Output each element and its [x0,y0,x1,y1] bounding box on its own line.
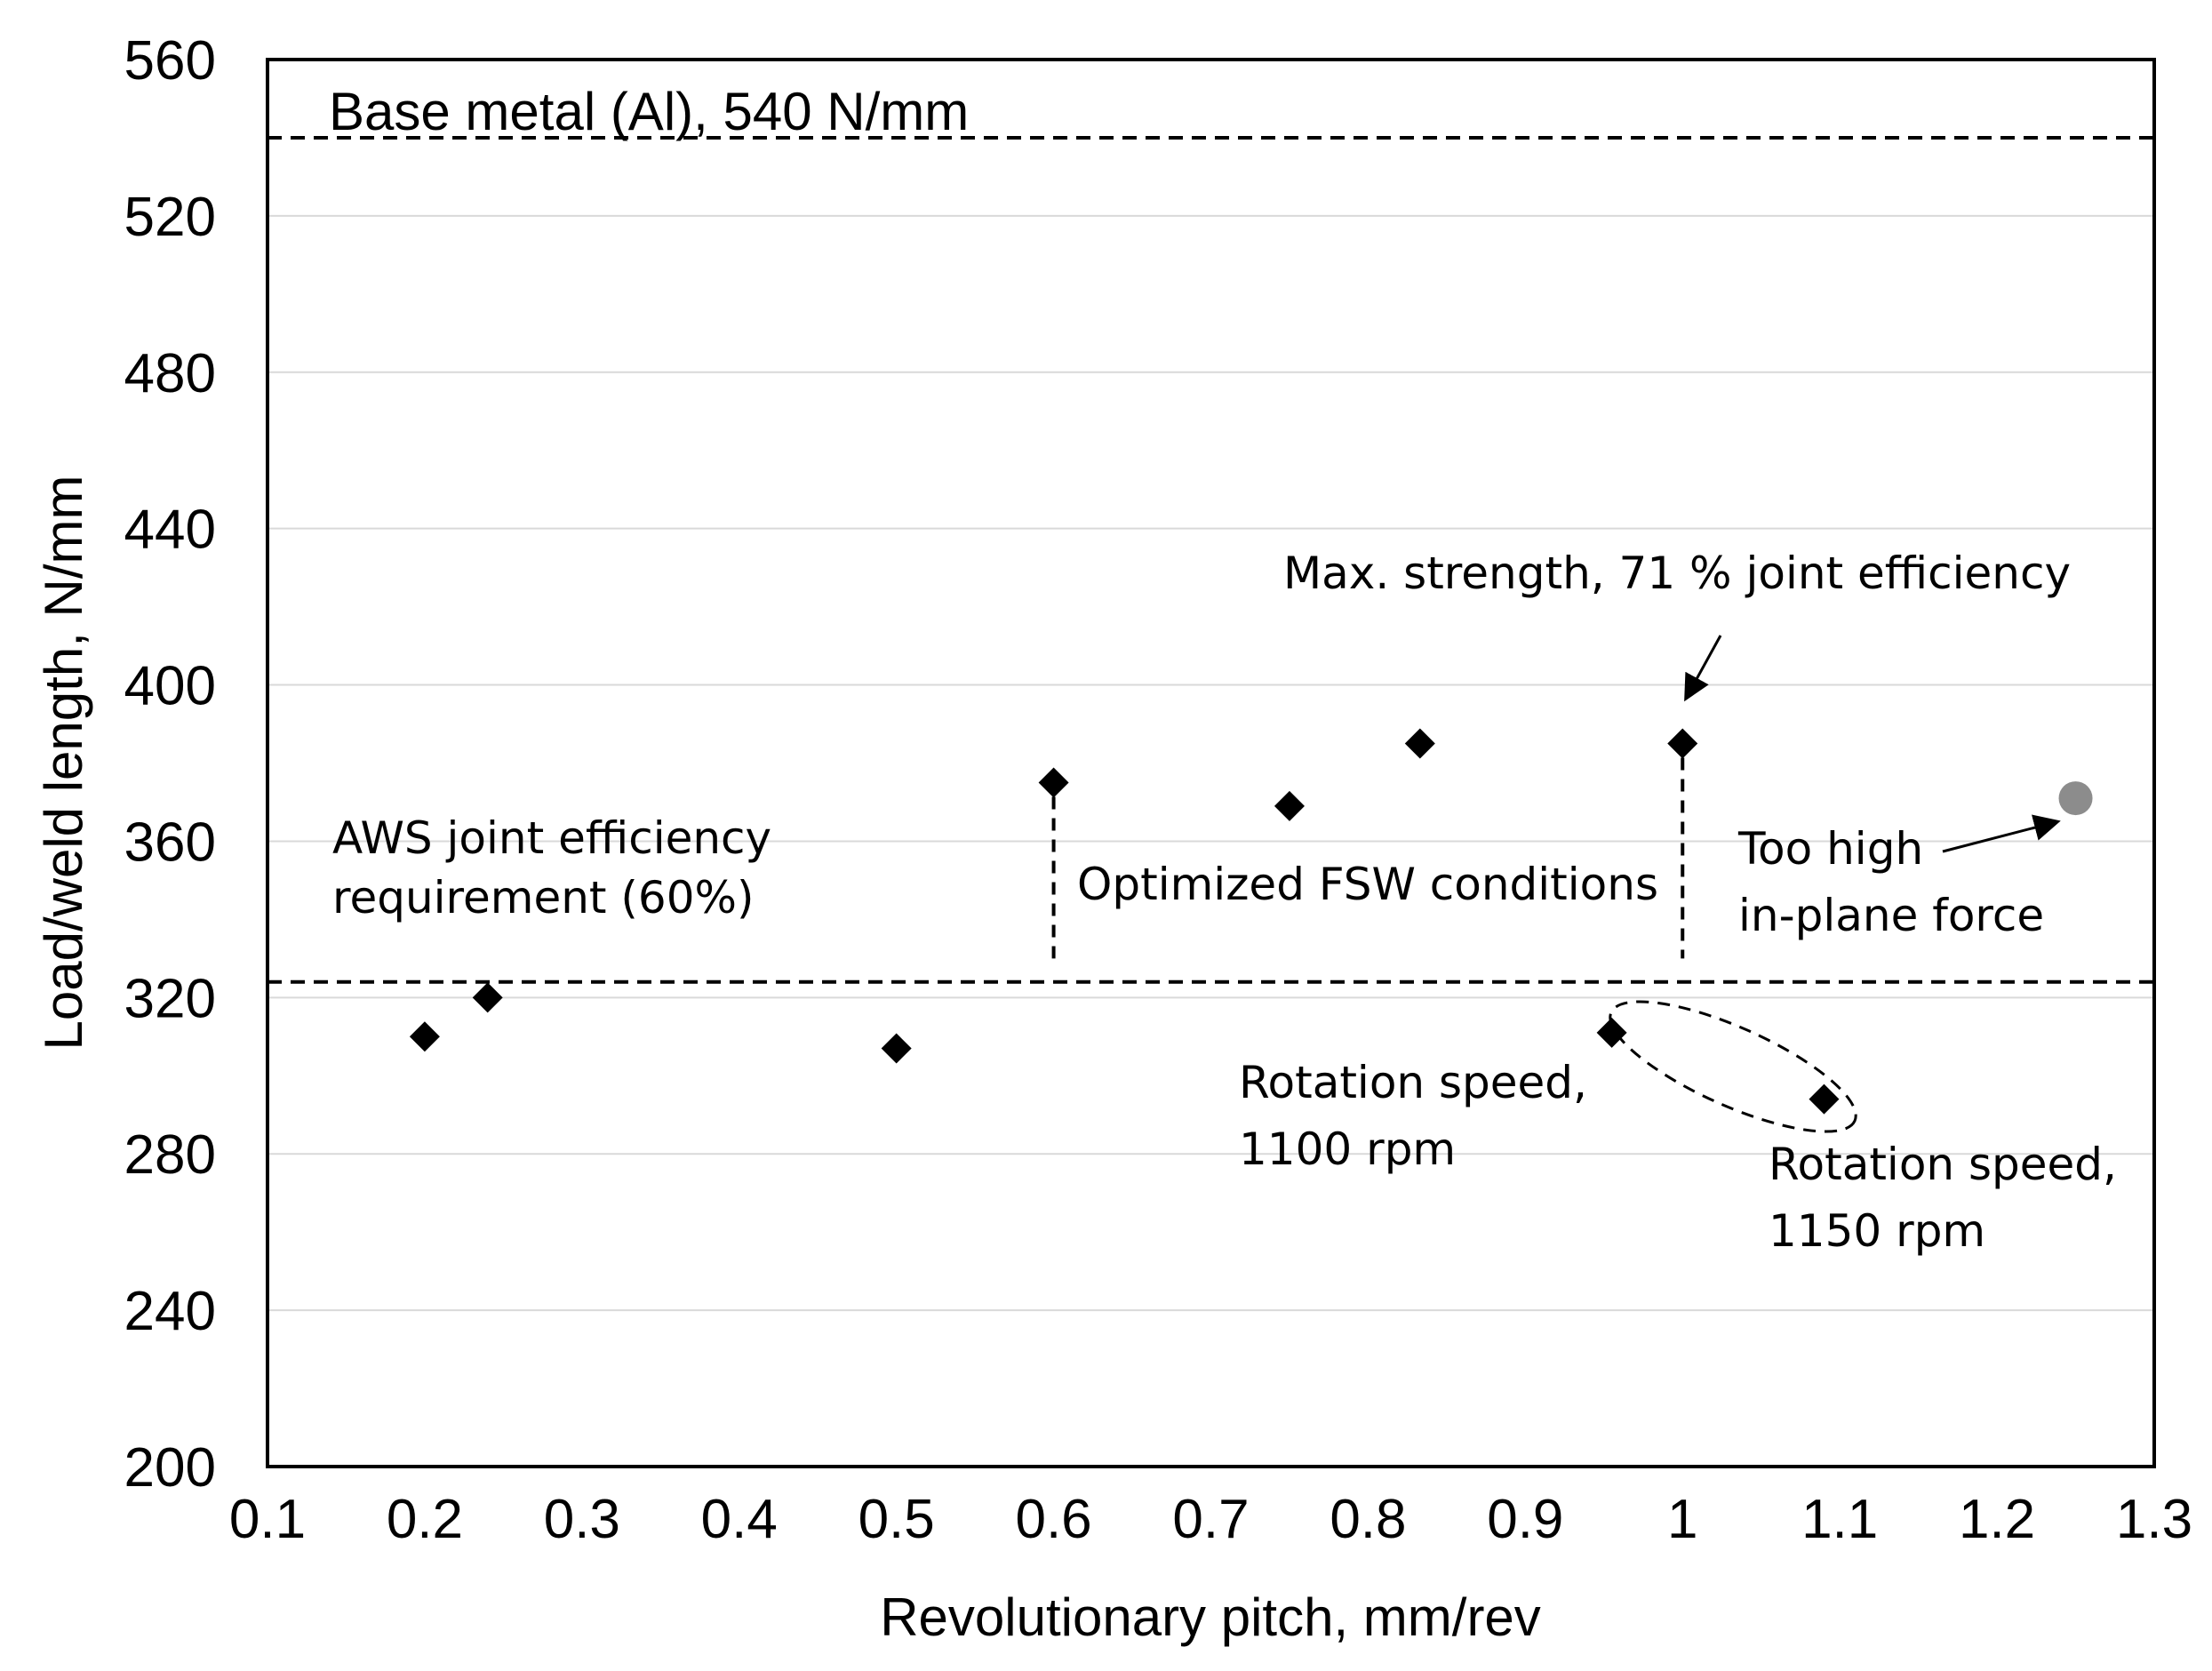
y-tick-label: 440 [124,500,216,561]
data-point-diamond [1667,728,1698,759]
data-point-circle [2058,781,2093,816]
rot1150-label-line1: Rotation speed, [1769,1139,2117,1190]
y-tick-label: 480 [124,343,216,404]
x-tick-label: 0.7 [1172,1489,1249,1550]
aws-label-line1: AWS joint efficiency [332,812,771,864]
y-tick-label: 320 [124,968,216,1029]
reference-lines [268,135,2154,984]
too-high-label-line2: in-plane force [1738,890,2044,941]
rot1150-label-line2: 1150 rpm [1769,1205,1985,1257]
max-strength-arrow [1684,635,1722,702]
y-tick-label: 520 [124,187,216,248]
drop-lines [1051,757,1685,959]
y-tick-label: 280 [124,1124,216,1186]
too-high-arrow [1942,814,2061,853]
x-tick-label: 0.2 [387,1489,463,1550]
x-tick-label: 0.4 [701,1489,778,1550]
y-tick-labels: 200 240 280 320 360 400 440 480 520 560 [124,30,216,1499]
x-tick-labels: 0.1 0.2 0.3 0.4 0.5 0.6 0.7 0.8 0.9 1 1.1 1.2 1.3 [229,1489,2192,1550]
y-tick-label: 400 [124,656,216,717]
x-tick-label: 0.6 [1015,1489,1091,1550]
data-points [409,728,2093,1115]
x-tick-label: 1 [1667,1489,1697,1550]
x-tick-label: 0.8 [1330,1489,1406,1550]
data-point-diamond [881,1033,912,1064]
y-tick-label: 360 [124,812,216,873]
y-axis-title: Load/weld length, N/mm [34,476,93,1051]
rot1100-label-line2: 1100 rpm [1239,1123,1456,1175]
x-axis-title: Revolutionary pitch, mm/rev [880,1587,1541,1647]
y-tick-label: 560 [124,30,216,92]
rot1100-label-line1: Rotation speed, [1239,1057,1587,1108]
data-point-diamond [1038,767,1069,798]
data-point-diamond [409,1021,440,1052]
y-tick-label: 200 [124,1437,216,1499]
x-tick-label: 0.9 [1487,1489,1563,1550]
base-metal-label: Base metal (Al), 540 N/mm [329,82,969,141]
data-point-diamond [1274,790,1305,821]
x-tick-label: 1.2 [1959,1489,2035,1550]
plot-frame [266,58,2156,1468]
y-tick-label: 240 [124,1281,216,1342]
data-point-diamond [1809,1083,1840,1115]
gridlines [268,214,2154,1312]
optimized-label: Optimized FSW conditions [1077,859,1658,910]
x-tick-label: 0.1 [229,1489,306,1550]
too-high-label-line1: Too high [1737,823,1923,875]
x-tick-label: 1.1 [1801,1489,1878,1550]
data-point-diamond [1404,728,1435,759]
data-point-diamond [472,982,503,1013]
rotation-speed-ellipse [1609,1000,1857,1133]
data-point-diamond [1596,1017,1627,1048]
x-tick-label: 0.3 [544,1489,620,1550]
x-tick-label: 0.5 [858,1489,935,1550]
max-strength-label: Max. strength, 71 % joint efficiency [1283,548,2071,599]
x-tick-label: 1.3 [2116,1489,2192,1550]
aws-label-line2: requirement (60%) [332,872,755,923]
